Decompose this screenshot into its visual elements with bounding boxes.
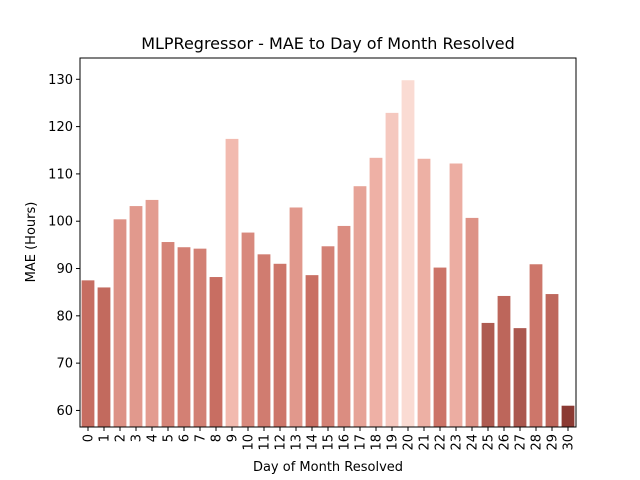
bar-day-22 (433, 267, 447, 427)
y-tick-label: 130 (48, 73, 73, 88)
x-tick-label: 13 (290, 434, 305, 451)
x-axis-label: Day of Month Resolved (253, 460, 403, 475)
x-tick-label: 23 (450, 434, 465, 451)
x-tick-label: 16 (338, 434, 353, 451)
x-tick-label: 0 (82, 434, 97, 442)
bar-day-2 (113, 219, 127, 427)
bar-day-23 (449, 163, 463, 427)
bars-layer (81, 80, 575, 428)
y-tick-label: 110 (48, 167, 73, 182)
y-tick-label: 60 (56, 404, 73, 419)
y-tick-label: 120 (48, 120, 73, 135)
x-tick-label: 15 (322, 434, 337, 451)
x-tick-label: 5 (162, 434, 177, 442)
bar-day-6 (177, 247, 191, 427)
bar-day-19 (385, 112, 399, 427)
x-tick-label: 1 (98, 434, 113, 442)
x-tick-label: 6 (178, 434, 193, 442)
y-axis-label: MAE (Hours) (24, 202, 39, 283)
x-tick-label: 4 (146, 434, 161, 442)
bar-day-15 (321, 246, 335, 427)
bar-day-7 (193, 248, 207, 427)
bar-day-16 (337, 225, 351, 427)
x-tick-label: 30 (562, 434, 577, 451)
x-tick-label: 11 (258, 434, 273, 451)
y-tick-label: 70 (56, 357, 73, 372)
x-tick-label: 27 (514, 434, 529, 451)
bar-day-9 (225, 138, 239, 427)
bar-day-21 (417, 158, 431, 427)
x-tick-label: 22 (434, 434, 449, 451)
x-tick-label: 19 (386, 434, 401, 451)
x-tick-label: 8 (210, 434, 225, 442)
bar-day-24 (465, 217, 479, 427)
bar-day-3 (129, 206, 143, 427)
x-tick-label: 18 (370, 434, 385, 451)
x-tick-label: 3 (130, 434, 145, 442)
x-tick-label: 28 (530, 434, 545, 451)
x-tick-label: 12 (274, 434, 289, 451)
bar-day-28 (529, 264, 543, 427)
x-tick-label: 7 (194, 434, 209, 442)
y-tick-label: 100 (48, 215, 73, 230)
bar-day-30 (561, 405, 575, 427)
bar-day-8 (209, 277, 223, 427)
bar-day-17 (353, 186, 367, 427)
x-axis: 0 1 2 3 4 5 6 7 8 9 10 11 12 13 14 15 16 17 18 19 20 21 22 23 24… (82, 427, 577, 451)
chart-title: MLPRegressor - MAE to Day of Month Resol… (141, 34, 515, 53)
x-tick-label: 9 (226, 434, 241, 442)
x-tick-label: 26 (498, 434, 513, 451)
y-tick-label: 80 (56, 309, 73, 324)
bar-day-5 (161, 242, 175, 427)
x-tick-label: 29 (546, 434, 561, 451)
x-tick-label: 25 (482, 434, 497, 451)
bar-day-29 (545, 294, 559, 427)
bar-day-11 (257, 254, 271, 427)
bar-day-14 (305, 275, 319, 427)
bar-day-27 (513, 328, 527, 427)
bar-day-20 (401, 80, 415, 427)
bar-day-18 (369, 157, 383, 428)
plot-frame (79, 57, 577, 428)
bar-day-1 (97, 287, 111, 427)
x-tick-label: 10 (242, 434, 257, 451)
x-tick-label: 24 (466, 434, 481, 451)
bar-day-26 (497, 295, 511, 427)
x-tick-label: 21 (418, 434, 433, 451)
x-tick-label: 17 (354, 434, 369, 451)
bar-day-0 (81, 280, 95, 427)
bar-day-12 (273, 263, 287, 427)
x-tick-label: 20 (402, 434, 417, 451)
y-axis: 60 70 80 90 100 110 120 130 (48, 73, 80, 419)
bar-day-25 (481, 322, 495, 427)
bar-day-4 (145, 199, 159, 427)
x-tick-label: 14 (306, 434, 321, 451)
y-tick-label: 90 (56, 262, 73, 277)
x-tick-label: 2 (114, 434, 129, 442)
bar-day-13 (289, 207, 303, 427)
bar-day-10 (241, 232, 255, 427)
